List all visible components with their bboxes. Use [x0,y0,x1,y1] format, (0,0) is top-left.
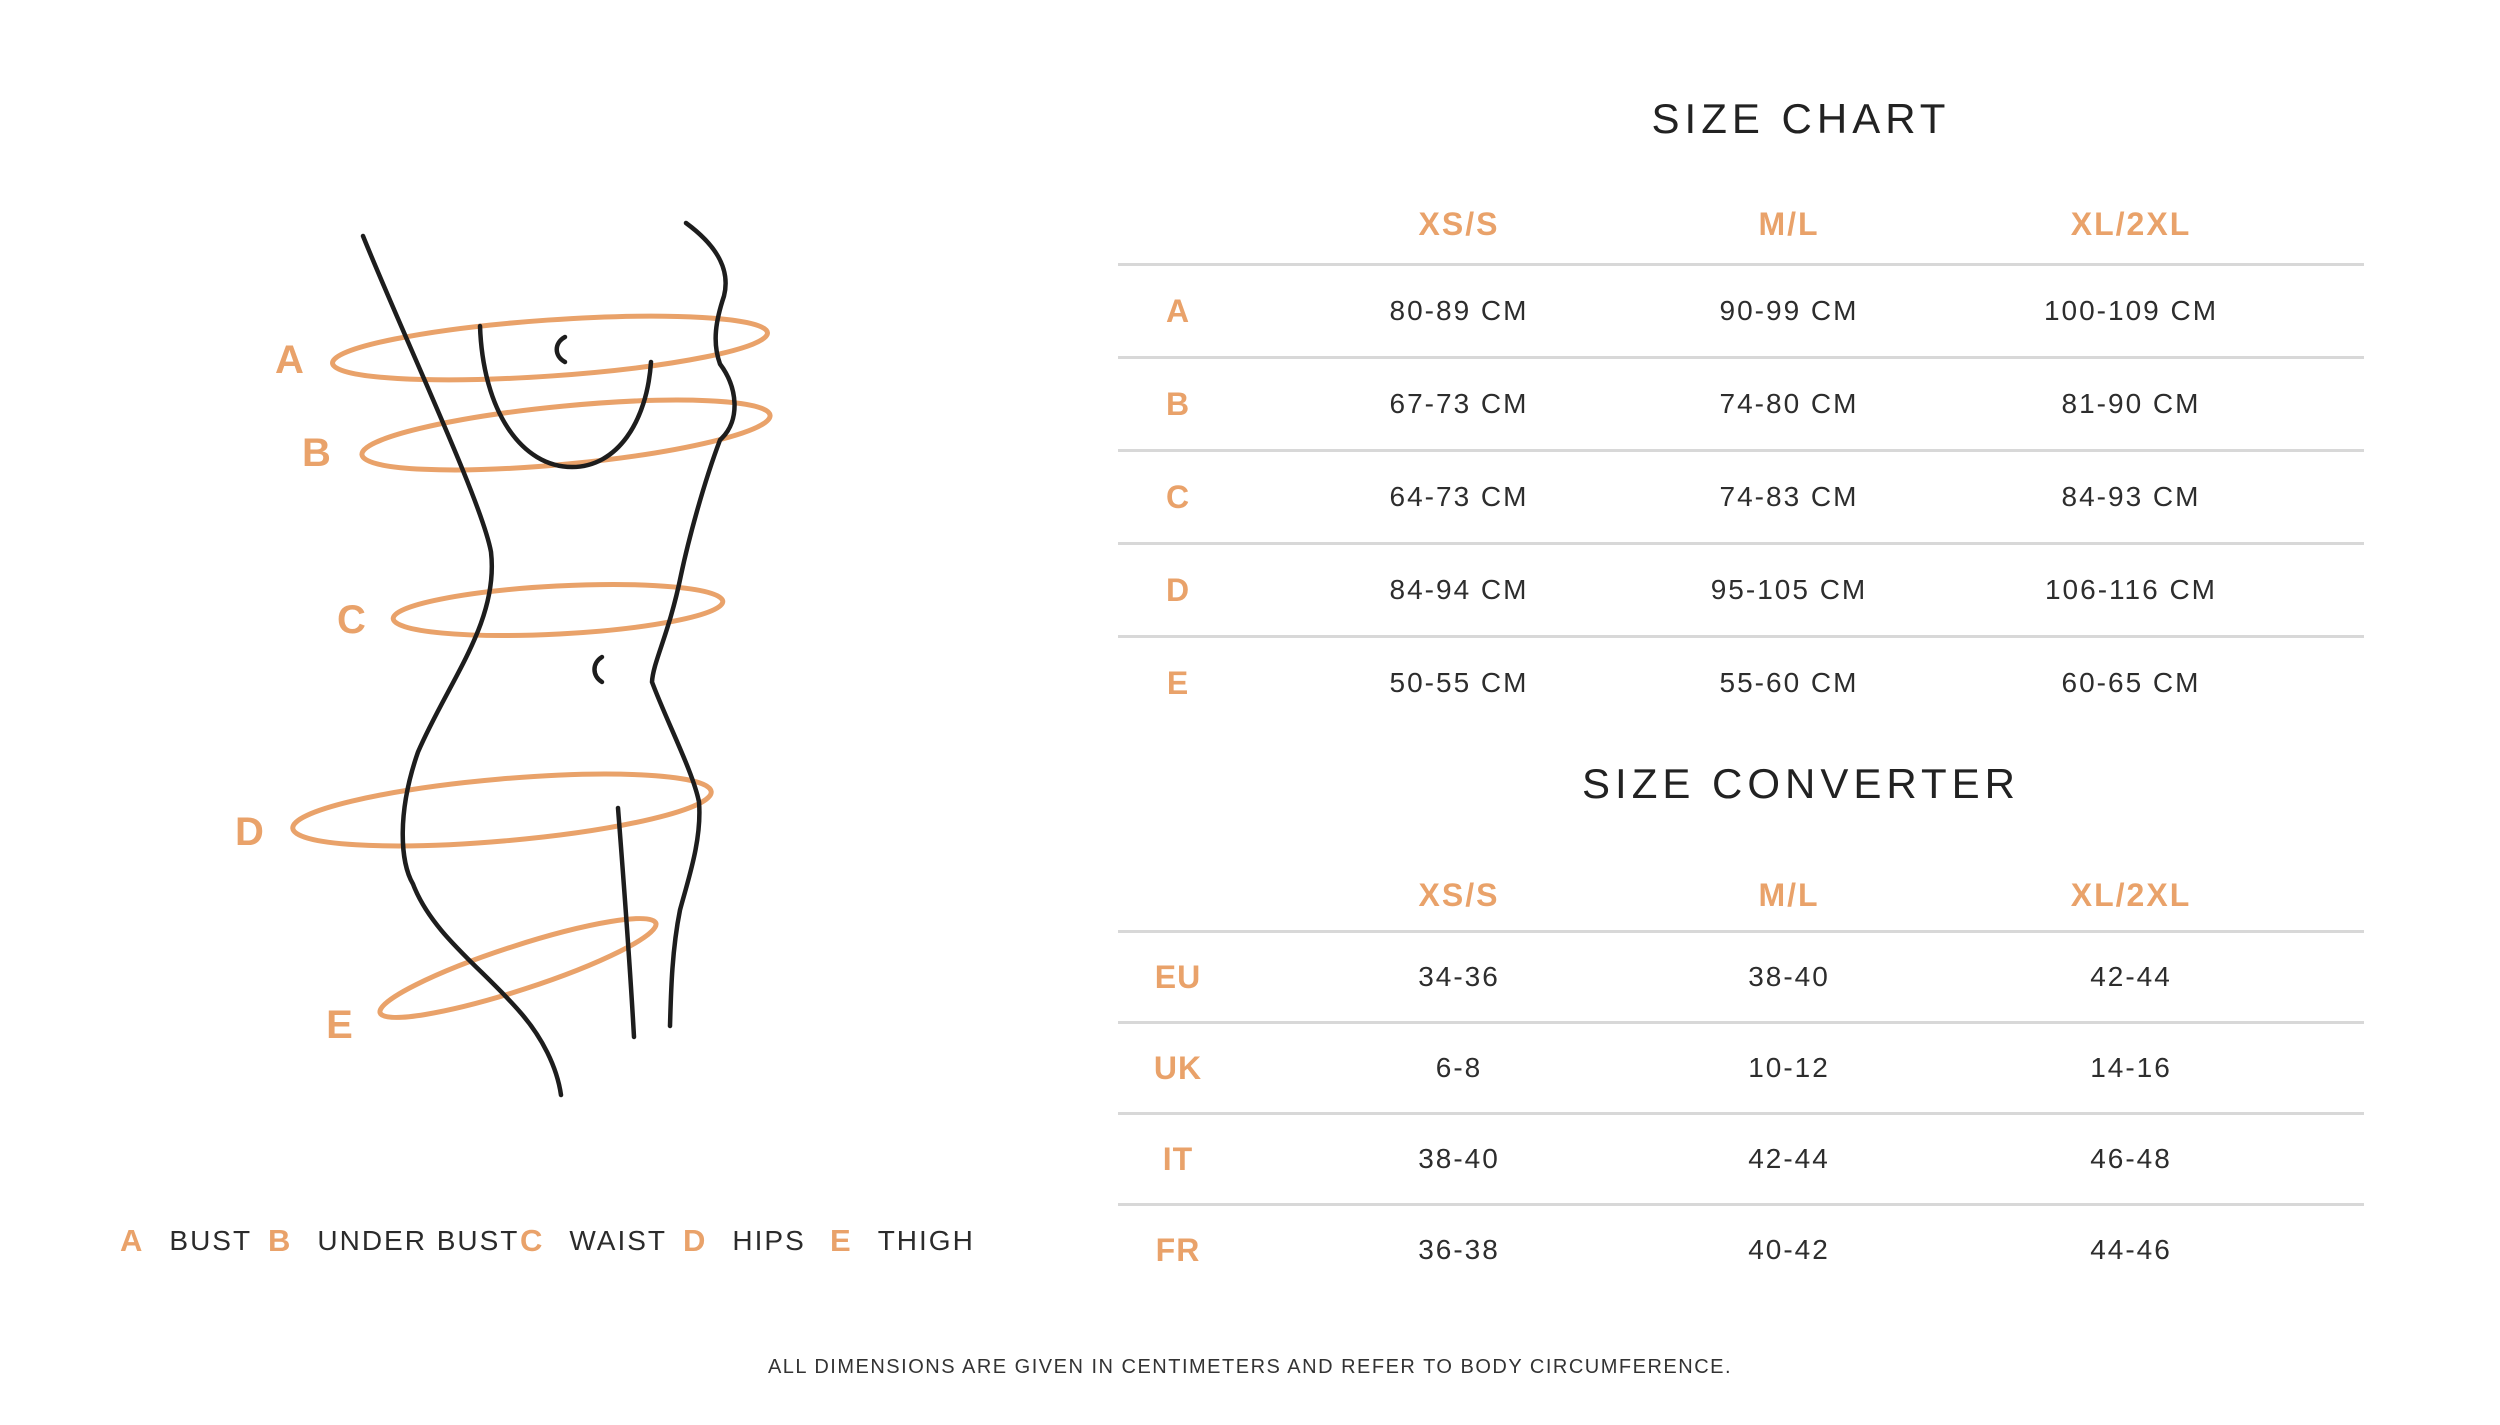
cell-uk-ml: 10-12 [1748,1052,1830,1083]
row-label-uk: UK [1153,1049,1203,1086]
cell-b-ml: 74-80 CM [1719,388,1859,419]
waist-ring [390,582,726,638]
breast-curve [477,323,654,470]
cell-eu-ml: 38-40 [1748,961,1830,992]
figure-marker-waist: C [337,598,367,642]
size-chart-table: XS/S M/L XL/2XL A 80-89 CM 90-99 CM 100-… [1118,185,2364,728]
table-row: UK 6-8 10-12 14-16 [1118,1021,2364,1112]
body-diagram-svg: A B C D E [235,220,773,1098]
cell-d-ml: 95-105 CM [1710,574,1868,605]
figure-marker-hips: D [235,810,265,854]
cell-fr-xss: 36-38 [1418,1234,1500,1265]
figure-marker-thigh: E [326,1003,354,1047]
row-label-d: D [1165,571,1191,608]
cell-e-xl2xl: 60-65 CM [2061,667,2201,698]
tables-panel: SIZE CHART XS/S M/L XL/2XL A 80-89 CM 90… [1118,95,2364,1355]
bust-ring [330,313,770,383]
legend-key-bust: A [120,1223,144,1258]
figure-marker-underbust: B [302,431,332,475]
cell-eu-xl2xl: 42-44 [2090,961,2172,992]
measurement-legend: A BUST B UNDER BUST C WAIST D HIPS E THI… [120,1218,1170,1264]
row-label-eu: EU [1154,958,1202,995]
table-row: EU 34-36 38-40 42-44 [1118,930,2364,1021]
row-label-it: IT [1162,1140,1194,1177]
cell-it-ml: 42-44 [1748,1143,1830,1174]
legend-label-thigh: THIGH [877,1225,975,1256]
legend-item-waist: C WAIST [520,1218,667,1264]
legend-label-waist: WAIST [569,1225,668,1256]
cell-eu-xss: 34-36 [1418,961,1500,992]
legend-item-thigh: E THIGH [830,1218,975,1264]
cell-a-xss: 80-89 CM [1389,295,1529,326]
size-chart-col-ml: M/L [1758,205,1820,242]
size-converter-col-xss: XS/S [1418,876,1500,913]
table-row: A 80-89 CM 90-99 CM 100-109 CM [1118,263,2364,356]
thigh-ring [377,916,659,1020]
row-label-b: B [1165,385,1191,422]
size-chart-col-xss: XS/S [1418,205,1500,242]
legend-key-underbust: B [268,1223,292,1258]
dimensions-footnote: ALL DIMENSIONS ARE GIVEN IN CENTIMETERS … [767,1356,1733,1378]
nipple-mark [554,334,568,365]
size-converter-title: SIZE CONVERTER [1582,760,2020,807]
cell-c-ml: 74-83 CM [1719,481,1859,512]
cell-a-xl2xl: 100-109 CM [2043,295,2219,326]
size-converter-col-xl2xl: XL/2XL [2070,876,2192,913]
legend-key-thigh: E [830,1223,852,1258]
legend-label-hips: HIPS [732,1225,806,1256]
legend-label-underbust: UNDER BUST [317,1225,520,1256]
table-row: IT 38-40 42-44 46-48 [1118,1112,2364,1203]
figure-marker-bust: A [275,338,305,382]
thigh-line [615,805,637,1040]
size-converter-header-row: XS/S M/L XL/2XL [1118,860,2364,930]
table-row: B 67-73 CM 74-80 CM 81-90 CM [1118,356,2364,449]
cell-b-xss: 67-73 CM [1389,388,1529,419]
table-row: E 50-55 CM 55-60 CM 60-65 CM [1118,635,2364,728]
row-label-c: C [1165,478,1191,515]
cell-it-xl2xl: 46-48 [2090,1143,2172,1174]
legend-item-underbust: B UNDER BUST [268,1218,519,1264]
cell-d-xss: 84-94 CM [1389,574,1529,605]
size-chart-title: SIZE CHART [1651,95,1951,142]
cell-b-xl2xl: 81-90 CM [2061,388,2201,419]
table-row: D 84-94 CM 95-105 CM 106-116 CM [1118,542,2364,635]
cell-uk-xl2xl: 14-16 [2090,1052,2172,1083]
torso-left-outline [360,233,564,1098]
row-label-fr: FR [1155,1231,1201,1268]
cell-c-xss: 64-73 CM [1389,481,1529,512]
table-row: C 64-73 CM 74-83 CM 84-93 CM [1118,449,2364,542]
table-row: FR 36-38 40-42 44-46 [1118,1203,2364,1294]
torso-right-outline [649,220,737,1029]
cell-fr-xl2xl: 44-46 [2090,1234,2172,1265]
body-measurement-diagram: A B C D E [150,120,1050,1220]
cell-e-ml: 55-60 CM [1719,667,1859,698]
row-label-a: A [1165,292,1191,329]
size-converter-col-ml: M/L [1758,876,1820,913]
underbust-ring [359,397,773,473]
navel-mark [592,654,605,685]
cell-it-xss: 38-40 [1418,1143,1500,1174]
legend-label-bust: BUST [169,1225,253,1256]
cell-a-ml: 90-99 CM [1719,295,1859,326]
cell-c-xl2xl: 84-93 CM [2061,481,2201,512]
cell-e-xss: 50-55 CM [1389,667,1529,698]
size-converter-table: XS/S M/L XL/2XL EU 34-36 38-40 42-44 UK … [1118,860,2364,1294]
legend-key-hips: D [683,1223,707,1258]
cell-d-xl2xl: 106-116 CM [2044,574,2217,605]
legend-item-hips: D HIPS [683,1218,806,1264]
cell-uk-xss: 6-8 [1435,1052,1483,1083]
legend-item-bust: A BUST [120,1218,252,1264]
size-chart-col-xl2xl: XL/2XL [2070,205,2192,242]
hips-ring [290,771,714,849]
row-label-e: E [1166,664,1190,701]
legend-key-waist: C [520,1223,544,1258]
cell-fr-ml: 40-42 [1748,1234,1830,1265]
size-chart-header-row: XS/S M/L XL/2XL [1118,185,2364,263]
